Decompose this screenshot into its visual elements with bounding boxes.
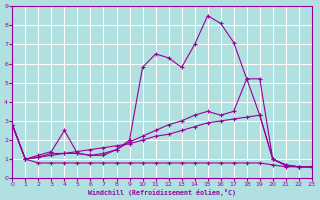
X-axis label: Windchill (Refroidissement éolien,°C): Windchill (Refroidissement éolien,°C) [88, 189, 236, 196]
